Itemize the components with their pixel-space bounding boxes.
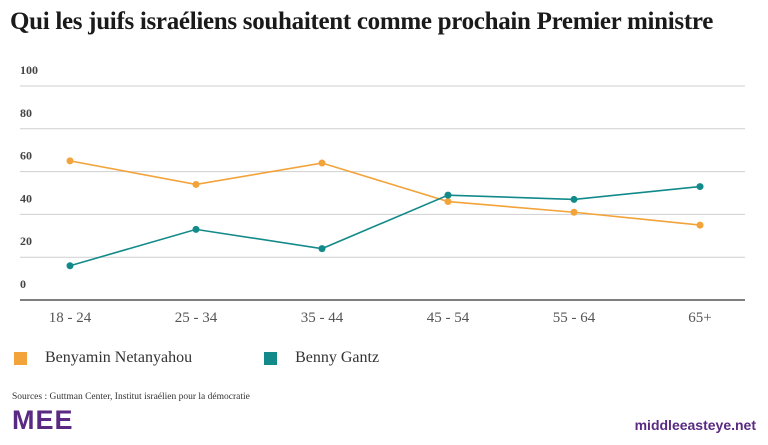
x-tick-label: 45 - 54 xyxy=(427,310,470,326)
data-point-netanyahou xyxy=(192,180,200,188)
data-point-gantz xyxy=(570,195,578,203)
y-tick-label: 0 xyxy=(20,277,26,291)
data-point-gantz xyxy=(318,245,326,253)
site-link[interactable]: middleeasteye.net xyxy=(634,417,756,433)
y-tick-label: 100 xyxy=(20,63,38,77)
series-lines xyxy=(69,160,701,267)
data-point-netanyahou xyxy=(318,159,326,167)
data-point-netanyahou xyxy=(696,221,704,229)
legend-label-netanyahou: Benyamin Netanyahou xyxy=(45,349,193,366)
x-tick-label: 35 - 44 xyxy=(301,310,344,326)
x-tick-label: 65+ xyxy=(688,310,711,326)
data-point-gantz xyxy=(696,183,704,191)
y-tick-label: 80 xyxy=(20,106,32,120)
series-line-netanyahou xyxy=(69,160,701,226)
legend-label-gantz: Benny Gantz xyxy=(295,349,380,366)
legend: Benyamin Netanyahou Benny Gantz xyxy=(14,349,451,367)
mee-logo[interactable]: MEE xyxy=(12,405,74,435)
x-axis-ticks: 18 - 24 25 - 34 35 - 44 45 - 54 55 - 64 65+ xyxy=(49,310,712,326)
y-axis-ticks: 100 80 60 40 20 0 xyxy=(20,63,38,291)
data-point-gantz xyxy=(66,262,74,270)
data-point-netanyahou xyxy=(444,198,452,206)
y-tick-label: 20 xyxy=(20,234,32,248)
data-point-gantz xyxy=(444,191,452,199)
legend-swatch-netanyahou xyxy=(14,351,27,365)
data-points xyxy=(66,157,704,270)
x-tick-label: 18 - 24 xyxy=(49,310,92,326)
source-note: Sources : Guttman Center, Institut israé… xyxy=(12,392,250,402)
x-tick-label: 55 - 64 xyxy=(553,310,596,326)
y-tick-label: 40 xyxy=(20,191,32,205)
chart-title: Qui les juifs israéliens souhaitent comm… xyxy=(10,8,713,35)
legend-item-netanyahou: Benyamin Netanyahou xyxy=(14,349,192,367)
legend-swatch-gantz xyxy=(264,351,278,365)
data-point-netanyahou xyxy=(66,157,74,165)
data-point-gantz xyxy=(192,225,200,233)
y-tick-label: 60 xyxy=(20,149,32,163)
grid-lines xyxy=(20,85,745,301)
legend-item-gantz: Benny Gantz xyxy=(264,349,379,367)
x-tick-label: 25 - 34 xyxy=(175,310,218,326)
data-point-netanyahou xyxy=(570,208,578,216)
series-line-gantz xyxy=(69,185,701,267)
